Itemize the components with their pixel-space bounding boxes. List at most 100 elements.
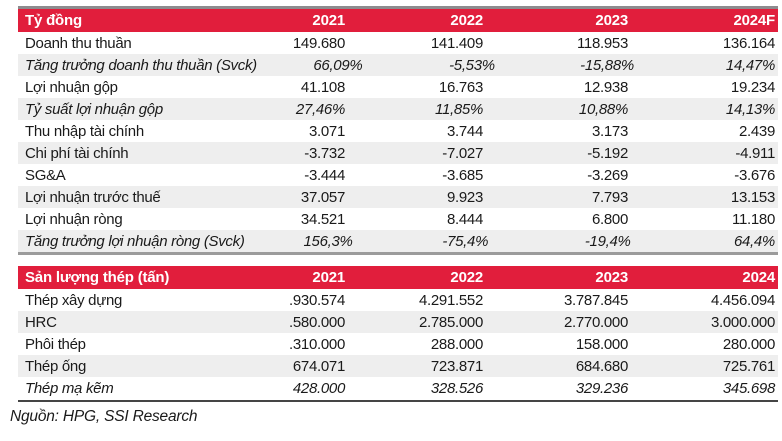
table-section-divider [18,252,778,255]
year-column-header: 2021 [312,12,345,29]
financials-table-header: Tỷ đồng 2021 2022 2023 2024F [18,9,778,32]
row-label: HRC [25,313,57,331]
cell-value: 4.456.094 [710,291,775,309]
table-row: Tăng trưởng lợi nhuận ròng (Svck) 156,3%… [18,230,778,252]
year-column-header: 2024F [733,12,775,29]
cell-value: 3.173 [591,122,628,140]
cell-value: 684.680 [575,357,628,375]
row-label: Phôi thép [25,335,86,353]
cell-value: 3.071 [308,122,345,140]
year-column-header: 2022 [450,12,483,29]
cell-value: 329.236 [575,379,628,397]
cell-value: 3.000.000 [710,313,775,331]
cell-value: 10,88% [578,100,628,118]
row-label: SG&A [25,166,66,184]
table-top-border [18,6,778,9]
cell-value: 8.444 [446,210,483,228]
year-column-header: 2024 [742,269,775,286]
cell-value: 6.800 [591,210,628,228]
cell-value: 34.521 [300,210,345,228]
year-column-header: 2022 [450,269,483,286]
cell-value: 11.180 [732,210,775,228]
cell-value: 64,4% [733,232,775,250]
cell-value: -3.685 [442,166,483,184]
financials-table-body: Doanh thu thuần 149.680 141.409 118.953 … [18,32,778,252]
cell-value: 141.409 [430,34,483,52]
table-row: Thu nhập tài chính 3.071 3.744 3.173 2.4… [18,120,778,142]
cell-value: 158.000 [575,335,628,353]
source-note: Nguồn: HPG, SSI Research [10,408,198,425]
volume-table-body: Thép xây dựng .930.574 4.291.552 3.787.8… [18,289,778,399]
row-label: Lợi nhuận ròng [25,210,123,228]
cell-value: 280.000 [722,335,775,353]
table-row: HRC .580.000 2.785.000 2.770.000 3.000.0… [18,311,778,333]
row-label: Thép ống [25,357,86,375]
cell-value: 9.923 [446,188,483,206]
cell-value: -5,53% [449,56,495,74]
cell-value: -3.676 [734,166,775,184]
cell-value: 7.793 [591,188,628,206]
cell-value: 288.000 [430,335,483,353]
year-column-header: 2021 [312,269,345,286]
table-row: Tỷ suất lợi nhuận gộp 27,46% 11,85% 10,8… [18,98,778,120]
cell-value: -3.269 [587,166,628,184]
table-row: Lợi nhuận trước thuế 37.057 9.923 7.793 … [18,186,778,208]
cell-value: 156,3% [303,232,353,250]
volume-table-header: Sản lượng thép (tấn) 2021 2022 2023 2024 [18,266,778,289]
cell-value: .930.574 [289,291,345,309]
cell-value: 723.871 [430,357,483,375]
cell-value: -19,4% [584,232,631,250]
table-row: Thép ống 674.071 723.871 684.680 725.761 [18,355,778,377]
cell-value: 27,46% [295,100,345,118]
cell-value: 3.744 [446,122,483,140]
volume-unit-label: Sản lượng thép (tấn) [25,269,170,286]
table-row: Chi phí tài chính -3.732 -7.027 -5.192 -… [18,142,778,164]
table-row: Thép xây dựng .930.574 4.291.552 3.787.8… [18,289,778,311]
row-label: Chi phí tài chính [25,144,129,162]
cell-value: 13.153 [730,188,775,206]
cell-value: -3.444 [304,166,345,184]
cell-value: 428.000 [292,379,345,397]
row-label: Thép mạ kẽm [25,379,114,397]
cell-value: 12.938 [583,78,628,96]
cell-value: -3.732 [304,144,345,162]
cell-value: 328.526 [430,379,483,397]
row-label: Thu nhập tài chính [25,122,144,140]
cell-value: 2.439 [738,122,775,140]
year-column-header: 2023 [595,269,628,286]
cell-value: 136.164 [722,34,775,52]
cell-value: 674.071 [292,357,345,375]
row-label: Doanh thu thuần [25,34,132,52]
cell-value: -75,4% [442,232,489,250]
report-table-section: Tỷ đồng 2021 2022 2023 2024F Doanh thu t… [10,6,778,425]
year-column-header: 2023 [595,12,628,29]
row-label: Lợi nhuận gộp [25,78,118,96]
table-row: SG&A -3.444 -3.685 -3.269 -3.676 [18,164,778,186]
row-label: Tỷ suất lợi nhuận gộp [25,100,163,118]
table-row: Tăng trưởng doanh thu thuần (Svck) 66,09… [18,54,778,76]
cell-value: 725.761 [722,357,775,375]
table-row: Lợi nhuận ròng 34.521 8.444 6.800 11.180 [18,208,778,230]
cell-value: 41.108 [300,78,345,96]
table-row: Lợi nhuận gộp 41.108 16.763 12.938 19.23… [18,76,778,98]
table-row: Thép mạ kẽm 428.000 328.526 329.236 345.… [18,377,778,399]
cell-value: 66,09% [313,56,363,74]
cell-value: -5.192 [587,144,628,162]
cell-value: -7.027 [442,144,483,162]
row-label: Tăng trưởng doanh thu thuần (Svck) [25,56,257,74]
cell-value: .580.000 [289,313,345,331]
table-row: Doanh thu thuần 149.680 141.409 118.953 … [18,32,778,54]
cell-value: 16.763 [438,78,483,96]
cell-value: 118.953 [576,34,628,52]
cell-value: -15,88% [580,56,634,74]
cell-value: 11,85% [435,100,483,118]
cell-value: 19.234 [730,78,775,96]
row-label: Tăng trưởng lợi nhuận ròng (Svck) [25,232,245,250]
cell-value: 2.785.000 [418,313,483,331]
financials-unit-label: Tỷ đồng [25,12,82,29]
table-bottom-border [18,400,778,402]
cell-value: 14,47% [725,56,775,74]
table-row: Phôi thép .310.000 288.000 158.000 280.0… [18,333,778,355]
cell-value: .310.000 [289,335,345,353]
cell-value: 2.770.000 [563,313,628,331]
